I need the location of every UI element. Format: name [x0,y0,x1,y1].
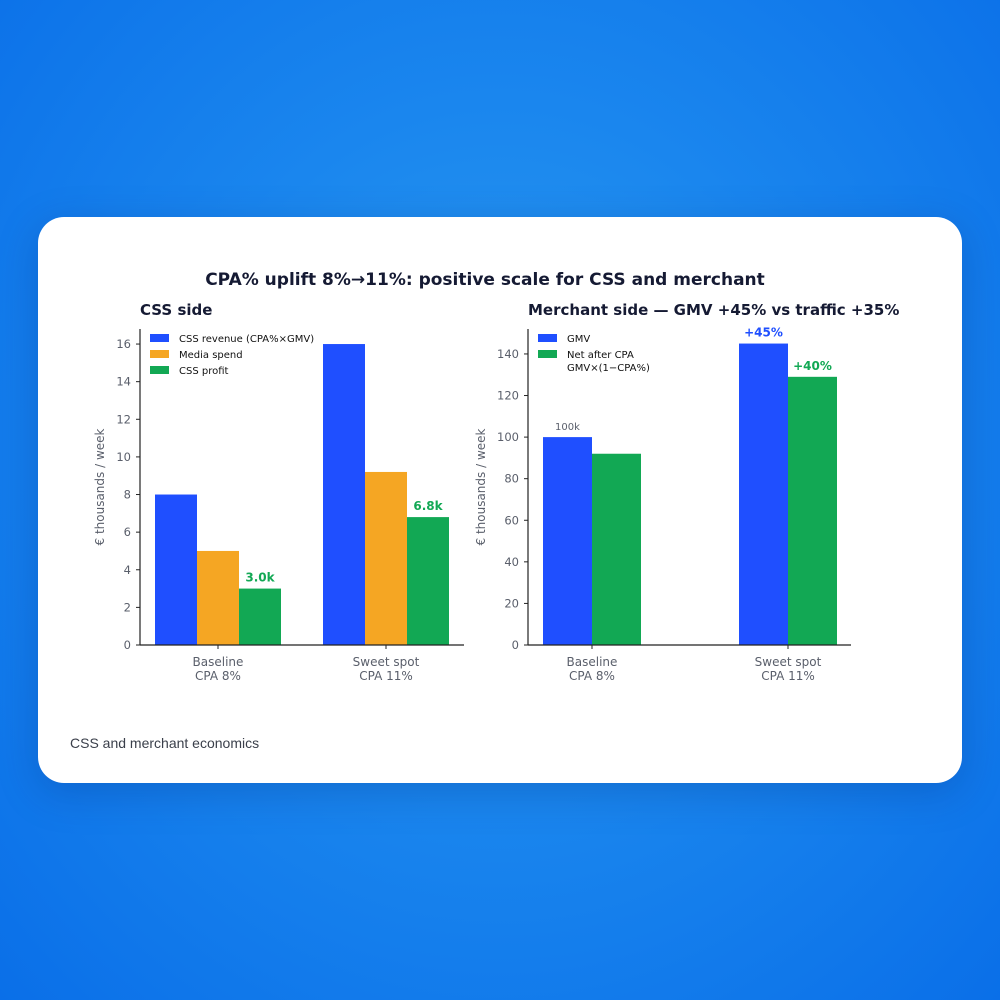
y-tick-label: 140 [497,347,519,361]
y-axis-label: € thousands / week [474,428,488,545]
y-tick-label: 120 [497,389,519,403]
data-label: 3.0k [245,571,275,585]
bar [543,437,592,645]
y-tick-label: 60 [504,513,519,527]
y-tick-label: 8 [124,488,131,502]
y-tick-label: 14 [116,375,131,389]
y-tick-label: 2 [124,600,131,614]
bar [788,376,837,645]
legend-label: GMV [567,334,590,345]
bar [592,453,641,645]
data-label: 6.8k [413,499,443,513]
legend-swatch [538,334,557,342]
y-tick-label: 16 [116,337,131,351]
y-tick-label: 0 [512,638,519,652]
legend-label: CSS revenue (CPA%×GMV) [179,334,314,345]
bar [323,344,365,645]
y-axis-label: € thousands / week [93,428,107,545]
y-tick-label: 80 [504,472,519,486]
legend-label: CSS profit [179,366,229,377]
chart-panel-2: Merchant side — GMV +45% vs traffic +35%… [474,301,899,683]
bar [365,471,407,645]
x-tick-label: Sweet spot CPA 11% [755,655,822,683]
legend-swatch [150,366,169,374]
bar [197,550,239,645]
figure-caption: CSS and merchant economics [70,735,260,751]
legend-label: Net after CPA GMV×(1−CPA%) [567,350,650,374]
y-tick-label: 6 [124,525,131,539]
legend-swatch [150,334,169,342]
data-label: +40% [793,359,832,373]
y-tick-label: 12 [116,412,131,426]
x-tick-label: Baseline CPA 8% [567,655,618,683]
bar [155,494,197,645]
y-tick-label: 40 [504,555,519,569]
panel-title: CSS side [140,301,212,319]
bar [239,588,281,645]
y-tick-label: 10 [116,450,131,464]
y-tick-label: 0 [124,638,131,652]
legend-swatch [150,350,169,358]
x-tick-label: Baseline CPA 8% [193,655,244,683]
chart-card: CPA% uplift 8%→11%: positive scale for C… [38,217,962,783]
y-tick-label: 100 [497,430,519,444]
bar [407,517,449,645]
chart-panel-1: CSS side € thousands / week 3.0k 6.8k 0 2 4 6 8 1… [93,301,464,683]
panel-title: Merchant side — GMV +45% vs traffic +35% [528,301,899,319]
y-tick-label: 20 [504,596,519,610]
data-label: +45% [744,326,783,340]
legend-label: Media spend [179,350,243,361]
y-tick-label: 4 [124,563,131,577]
bar [739,343,788,645]
figure: CPA% uplift 8%→11%: positive scale for C… [93,270,899,683]
figure-title: CPA% uplift 8%→11%: positive scale for C… [205,270,765,290]
data-label: 100k [555,422,580,433]
legend: CSS revenue (CPA%×GMV) Media spend CSS pro… [150,334,314,377]
legend: GMV Net after CPA GMV×(1−CPA%) [538,334,650,374]
x-tick-label: Sweet spot CPA 11% [353,655,420,683]
legend-swatch [538,350,557,358]
